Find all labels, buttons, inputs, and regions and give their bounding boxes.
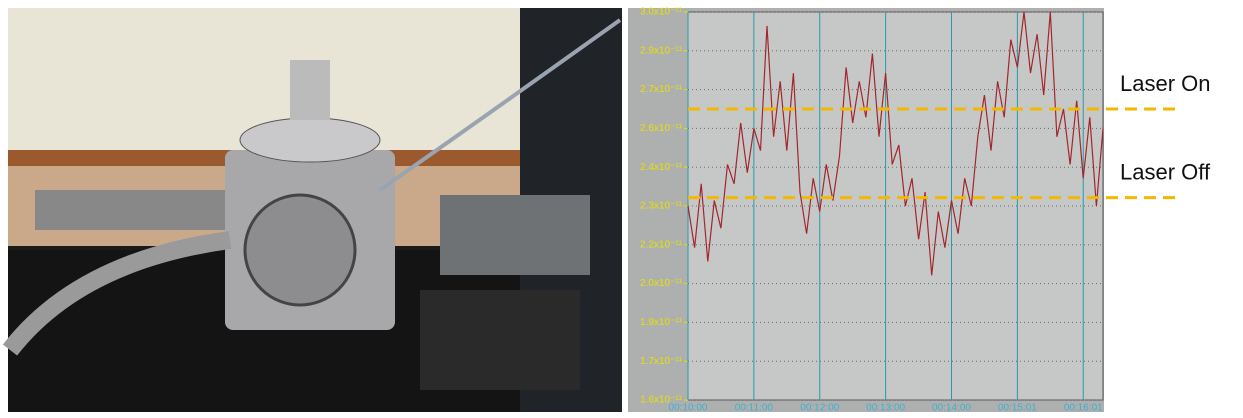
y-tick-label: 1.9x10⁻¹¹ bbox=[640, 317, 683, 328]
y-tick-label: 2.3x10⁻¹¹ bbox=[640, 201, 683, 212]
x-tick-label: 00:16:01 bbox=[1064, 403, 1103, 414]
srs-box bbox=[440, 195, 590, 275]
plot-area bbox=[687, 11, 1104, 401]
x-tick-label: 00:13:00 bbox=[866, 403, 905, 414]
y-tick-label: 1.6x10⁻¹¹ bbox=[640, 395, 683, 406]
chart: 1.6x10⁻¹¹ 1.7x10⁻¹¹ 1.9x10⁻¹¹ 2.0x10⁻¹¹ 2.2x… bbox=[640, 7, 1211, 414]
y-tick-label: 2.9x10⁻¹¹ bbox=[640, 45, 683, 56]
optics bbox=[420, 290, 580, 390]
annotation: Laser Off bbox=[1120, 159, 1211, 184]
x-tick-label: 00:12:00 bbox=[800, 403, 839, 414]
photo bbox=[2, 8, 622, 412]
y-tick-label: 2.4x10⁻¹¹ bbox=[640, 162, 683, 173]
x-tick-label: 00:15:01 bbox=[998, 403, 1037, 414]
gauge bbox=[290, 60, 330, 120]
y-tick-label: 2.7x10⁻¹¹ bbox=[640, 84, 683, 95]
y-tick-label: 3.0x10⁻¹¹ bbox=[640, 7, 683, 18]
arm bbox=[35, 190, 225, 230]
y-tick-label: 2.0x10⁻¹¹ bbox=[640, 278, 683, 289]
y-tick-label: 2.6x10⁻¹¹ bbox=[640, 123, 683, 134]
flange bbox=[243, 193, 357, 307]
data-line bbox=[687, 11, 1104, 276]
y-tick-label: 2.2x10⁻¹¹ bbox=[640, 239, 683, 250]
annotation: Laser On bbox=[1120, 71, 1211, 96]
chamber-lid bbox=[239, 117, 381, 163]
x-tick-label: 00:14:00 bbox=[932, 403, 971, 414]
x-tick-label: 00:11:00 bbox=[735, 403, 774, 414]
cable bbox=[378, 18, 622, 192]
y-tick-label: 1.7x10⁻¹¹ bbox=[640, 356, 683, 367]
hose bbox=[2, 231, 232, 356]
x-tick-label: 00:10:00 bbox=[669, 403, 708, 414]
